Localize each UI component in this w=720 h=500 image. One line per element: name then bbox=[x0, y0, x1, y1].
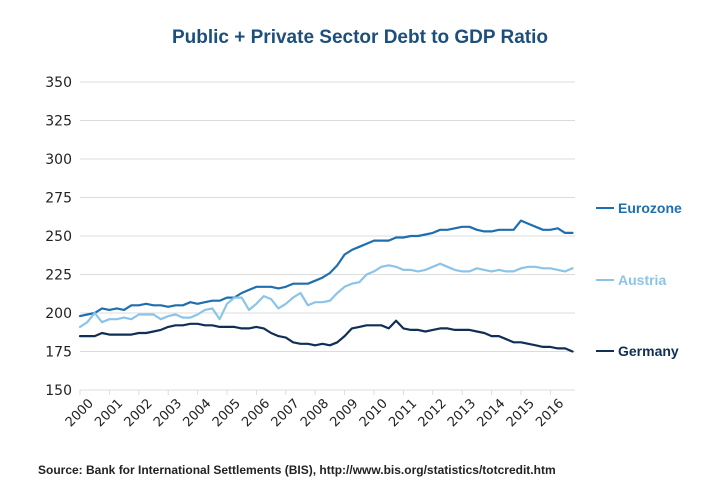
chart-title: Public + Private Sector Debt to GDP Rati… bbox=[172, 27, 548, 48]
x-tick-label: 2006 bbox=[239, 396, 273, 430]
x-tick-label: 2016 bbox=[533, 396, 567, 430]
y-tick-label: 300 bbox=[45, 152, 72, 168]
legend-label-germany: Germany bbox=[618, 343, 679, 359]
x-tick-label: 2001 bbox=[92, 396, 126, 430]
y-tick-label: 150 bbox=[45, 383, 72, 399]
series-lines bbox=[78, 219, 574, 353]
x-tick-label: 2011 bbox=[386, 396, 420, 430]
series-line-eurozone bbox=[78, 219, 574, 318]
x-tick-label: 2010 bbox=[357, 396, 391, 430]
gridlines bbox=[80, 81, 575, 391]
x-tick-label: 2012 bbox=[416, 396, 450, 430]
y-tick-label: 250 bbox=[45, 229, 72, 245]
x-tick-label: 2015 bbox=[504, 396, 538, 430]
y-tick-label: 225 bbox=[45, 268, 72, 284]
x-tick-label: 2014 bbox=[474, 396, 508, 430]
x-tick-label: 2004 bbox=[180, 396, 214, 430]
y-axis-ticks: 150 175 200 225 250 275 300 325 350 bbox=[45, 75, 72, 399]
y-tick-label: 200 bbox=[45, 306, 72, 322]
x-tick-label: 2009 bbox=[327, 396, 361, 430]
x-tick-label: 2007 bbox=[269, 396, 303, 430]
y-tick-label: 275 bbox=[45, 191, 72, 207]
x-tick-label: 2003 bbox=[151, 396, 185, 430]
x-axis-ticks: 2000200120022003200420052006200720082009… bbox=[63, 390, 567, 430]
x-tick-label: 2008 bbox=[298, 396, 332, 430]
y-tick-label: 175 bbox=[45, 345, 72, 361]
legend-label-austria: Austria bbox=[618, 272, 666, 288]
source-note: Source: Bank for International Settlemen… bbox=[38, 463, 556, 477]
x-tick-label: 2000 bbox=[63, 396, 97, 430]
series-line-austria bbox=[78, 262, 574, 328]
y-tick-label: 350 bbox=[45, 75, 72, 91]
legend-label-eurozone: Eurozone bbox=[618, 200, 682, 216]
x-tick-label: 2013 bbox=[445, 396, 479, 430]
x-tick-label: 2002 bbox=[122, 396, 156, 430]
x-tick-label: 2005 bbox=[210, 396, 244, 430]
series-line-germany bbox=[78, 319, 574, 353]
y-tick-label: 325 bbox=[45, 114, 72, 130]
legend: Eurozone Austria Germany bbox=[596, 200, 682, 359]
